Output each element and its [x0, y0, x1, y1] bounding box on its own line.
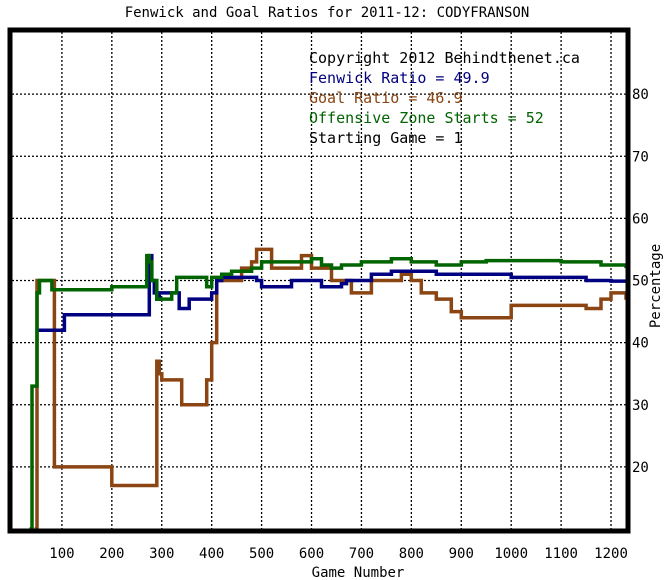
- x-tick-label: 900: [449, 546, 474, 562]
- series-line-goal-ratio: [34, 247, 628, 531]
- y-tick-label: 40: [632, 336, 649, 352]
- x-axis-label: Game Number: [312, 565, 405, 580]
- y-tick-labels: 20 30 40 50 60 70 80: [632, 87, 649, 476]
- x-tick-labels: 100 200 300 400 500 600 700 800 900 1000 1100 1200: [49, 546, 628, 562]
- x-tick-label: 1000: [494, 546, 528, 562]
- y-tick-label: 60: [632, 211, 649, 227]
- legend-starting-game: Starting Game = 1: [309, 129, 463, 147]
- legend-goal-ratio: Goal Ratio = 46.9: [309, 89, 463, 107]
- x-tick-label: 1100: [544, 546, 578, 562]
- chart-title: Fenwick and Goal Ratios for 2011-12: COD…: [125, 5, 530, 21]
- series-line-offensive-zone-starts: [29, 253, 628, 531]
- y-tick-label: 70: [632, 149, 649, 165]
- x-tick-label: 300: [149, 546, 174, 562]
- series-group: [29, 247, 628, 531]
- y-tick-label: 50: [632, 274, 649, 290]
- legend-fenwick-ratio: Fenwick Ratio = 49.9: [309, 69, 490, 87]
- x-tick-label: 200: [99, 546, 124, 562]
- x-tick-label: 1200: [594, 546, 628, 562]
- y-tick-label: 80: [632, 87, 649, 103]
- x-tick-label: 400: [199, 546, 224, 562]
- legend-copyright: Copyright 2012 Behindthenet.ca: [309, 49, 580, 67]
- y-axis-label: Percentage: [648, 244, 664, 328]
- x-tick-label: 100: [49, 546, 74, 562]
- series-line-fenwick-ratio: [37, 253, 626, 332]
- y-tick-label: 30: [632, 398, 649, 414]
- x-tick-label: 500: [249, 546, 274, 562]
- y-tick-label: 20: [632, 460, 649, 476]
- x-tick-label: 700: [349, 546, 374, 562]
- legend-offensive-zone-starts: Offensive Zone Starts = 52: [309, 109, 544, 127]
- legend: Copyright 2012 Behindthenet.ca Fenwick R…: [309, 49, 580, 147]
- x-tick-label: 600: [299, 546, 324, 562]
- plot-border: [7, 27, 631, 534]
- x-tick-label: 800: [399, 546, 424, 562]
